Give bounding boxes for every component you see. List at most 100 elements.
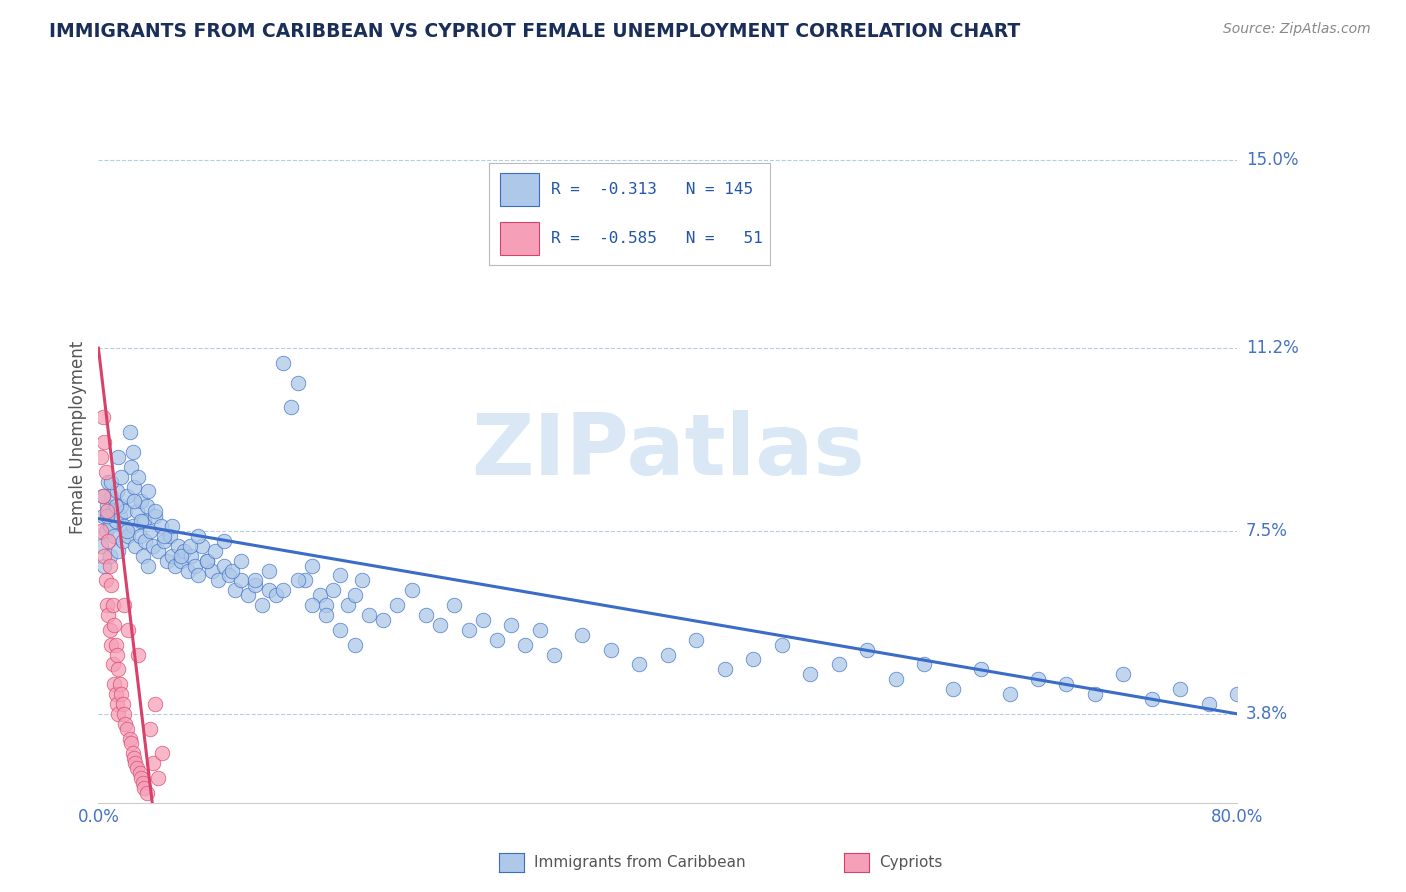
- Point: [657, 648, 679, 662]
- Point: [195, 554, 218, 568]
- Point: [117, 623, 139, 637]
- Point: [153, 529, 176, 543]
- Point: [970, 662, 993, 676]
- Point: [177, 564, 200, 578]
- Point: [280, 401, 302, 415]
- Point: [884, 672, 907, 686]
- Point: [998, 687, 1021, 701]
- Text: Source: ZipAtlas.com: Source: ZipAtlas.com: [1223, 22, 1371, 37]
- Point: [1056, 677, 1078, 691]
- Point: [100, 475, 122, 489]
- Point: [543, 648, 565, 662]
- Point: [129, 494, 152, 508]
- Point: [357, 607, 380, 622]
- Point: [471, 613, 494, 627]
- Point: [1084, 687, 1107, 701]
- Point: [373, 613, 395, 627]
- Point: [105, 697, 128, 711]
- Point: [93, 435, 115, 450]
- Point: [201, 564, 224, 578]
- Point: [96, 509, 118, 524]
- Point: [180, 549, 202, 563]
- Point: [115, 524, 138, 538]
- Point: [301, 558, 323, 573]
- Point: [97, 533, 120, 548]
- Point: [122, 494, 145, 508]
- Point: [287, 574, 309, 588]
- Point: [259, 564, 281, 578]
- Point: [429, 618, 451, 632]
- Point: [124, 539, 146, 553]
- Point: [129, 771, 152, 785]
- Point: [96, 504, 118, 518]
- Point: [129, 514, 152, 528]
- Point: [135, 500, 157, 514]
- Point: [685, 632, 707, 647]
- Point: [101, 598, 124, 612]
- Point: [103, 618, 125, 632]
- Point: [207, 574, 229, 588]
- Point: [93, 558, 115, 573]
- Point: [91, 489, 114, 503]
- Point: [94, 574, 117, 588]
- Point: [124, 756, 146, 771]
- Point: [91, 509, 114, 524]
- Point: [266, 588, 288, 602]
- Point: [108, 677, 131, 691]
- Point: [101, 657, 124, 672]
- Point: [212, 533, 235, 548]
- Point: [259, 583, 281, 598]
- Point: [104, 500, 127, 514]
- Point: [110, 687, 132, 701]
- Point: [243, 574, 266, 588]
- Point: [98, 549, 121, 563]
- Point: [229, 554, 252, 568]
- Point: [125, 761, 148, 775]
- Point: [103, 529, 125, 543]
- Point: [111, 697, 134, 711]
- Point: [628, 657, 651, 672]
- Point: [138, 524, 160, 538]
- Y-axis label: Female Unemployment: Female Unemployment: [69, 341, 87, 533]
- Point: [90, 450, 112, 464]
- Point: [131, 776, 153, 790]
- Text: 7.5%: 7.5%: [1246, 522, 1288, 540]
- Point: [828, 657, 851, 672]
- Point: [343, 638, 366, 652]
- Point: [141, 539, 163, 553]
- Point: [329, 623, 352, 637]
- Point: [1112, 667, 1135, 681]
- Point: [204, 543, 226, 558]
- Point: [1140, 692, 1163, 706]
- Point: [118, 425, 141, 439]
- Point: [443, 598, 465, 612]
- Point: [91, 489, 114, 503]
- Point: [457, 623, 479, 637]
- Text: Cypriots: Cypriots: [879, 855, 942, 870]
- Point: [96, 500, 118, 514]
- Point: [97, 475, 120, 489]
- Point: [212, 558, 235, 573]
- Point: [167, 539, 190, 553]
- Point: [322, 583, 344, 598]
- Point: [132, 780, 155, 795]
- Point: [486, 632, 509, 647]
- Point: [162, 549, 184, 563]
- Point: [118, 731, 141, 746]
- Point: [107, 662, 129, 676]
- Point: [799, 667, 821, 681]
- Point: [415, 607, 437, 622]
- Point: [236, 588, 259, 602]
- Point: [117, 529, 139, 543]
- Point: [770, 638, 793, 652]
- Point: [110, 469, 132, 483]
- Point: [170, 549, 193, 563]
- Point: [98, 519, 121, 533]
- Point: [97, 607, 120, 622]
- Point: [159, 529, 181, 543]
- Point: [105, 484, 128, 499]
- Point: [98, 558, 121, 573]
- Bar: [501, 222, 540, 255]
- Point: [221, 564, 243, 578]
- Point: [127, 469, 149, 483]
